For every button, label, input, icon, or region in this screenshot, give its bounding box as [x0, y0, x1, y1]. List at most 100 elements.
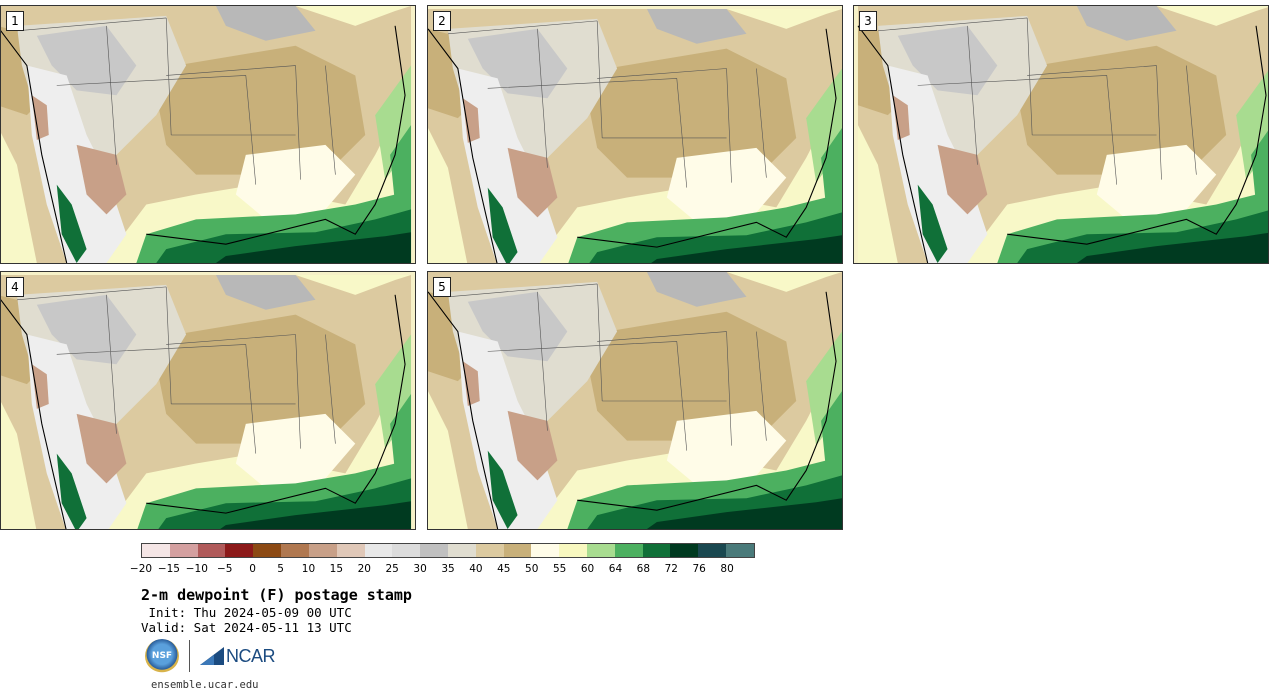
dewpoint-region: [390, 125, 412, 205]
dewpoint-region: [31, 95, 49, 140]
member-label: 1: [6, 11, 24, 31]
dewpoint-region: [507, 147, 558, 218]
dewpoint-region: [467, 291, 568, 362]
dewpoint-region: [646, 272, 747, 307]
colorbar-swatch: [197, 544, 226, 557]
dewpoint-region: [507, 410, 558, 481]
map-layers: [1, 274, 412, 529]
dewpoint-region: [220, 501, 412, 529]
dewpoint-region: [462, 361, 480, 406]
colorbar-tick: 64: [608, 563, 623, 575]
colorbar-swatch: [169, 544, 198, 557]
colorbar-swatch: [614, 544, 643, 557]
dewpoint-region: [235, 144, 356, 220]
ensemble-map-panel-1: 1: [0, 5, 416, 264]
dewpoint-region: [36, 294, 137, 365]
member-label: 2: [433, 11, 451, 31]
dewpoint-region: [892, 95, 910, 140]
map-layers: [428, 8, 842, 263]
colorbar-swatch: [670, 544, 699, 557]
dewpoint-map: [857, 6, 1268, 263]
colorbar-swatch: [503, 544, 532, 557]
colorbar-tick: 15: [329, 563, 344, 575]
dewpoint-region: [587, 48, 797, 178]
ncar-logo: NCAR: [200, 645, 276, 667]
colorbar-tick: −20: [129, 563, 153, 575]
dewpoint-region: [897, 25, 998, 96]
dewpoint-map: [1, 6, 412, 263]
dewpoint-region: [156, 45, 366, 175]
colorbar-tick: 72: [664, 563, 678, 575]
colorbar-tick: 30: [413, 563, 427, 575]
member-label: 5: [433, 277, 451, 297]
colorbar-swatch: [225, 544, 254, 557]
dewpoint-colorbar: [141, 543, 755, 558]
state-borders: [877, 17, 1197, 185]
colorbar-swatch: [698, 544, 727, 557]
ensemble-map-panel-3: 3: [853, 5, 1269, 264]
dewpoint-region: [56, 184, 87, 263]
colorbar-swatch: [142, 544, 170, 557]
nsf-logo-text: NSF: [151, 651, 173, 661]
dewpoint-region: [76, 413, 127, 484]
colorbar-tick-labels: −20 −15 −10 −5 0 5 10 15 20 25 30 35 40 45 50 55 60 64 68 7…: [130, 563, 755, 577]
colorbar-tick: −10: [185, 563, 208, 575]
colorbar-tick: 20: [357, 563, 371, 575]
dewpoint-region: [26, 334, 127, 529]
coastline: [428, 291, 837, 529]
ncar-mark-icon: [200, 647, 224, 665]
ensemble-map-panel-2: 2: [427, 5, 843, 264]
dewpoint-region: [587, 311, 797, 441]
dewpoint-region: [651, 235, 842, 263]
colorbar-tick: 5: [277, 563, 284, 575]
colorbar-swatch: [475, 544, 504, 557]
coastline: [1, 25, 406, 263]
member-label: 4: [6, 277, 24, 297]
state-borders: [447, 283, 767, 451]
nsf-logo: NSF: [145, 639, 179, 673]
map-layers: [1, 6, 412, 263]
state-borders: [16, 17, 336, 185]
dewpoint-region: [821, 391, 842, 471]
dewpoint-region: [646, 498, 842, 529]
dewpoint-region: [156, 314, 366, 444]
dewpoint-region: [937, 144, 988, 215]
colorbar-swatch: [364, 544, 393, 557]
colorbar-tick: 25: [385, 563, 399, 575]
colorbar-swatch: [726, 544, 754, 557]
colorbar-tick: 0: [249, 563, 256, 575]
dewpoint-region: [1017, 45, 1227, 175]
member-label: 3: [859, 11, 877, 31]
colorbar-swatch: [281, 544, 309, 557]
dewpoint-region: [821, 128, 842, 208]
colorbar-tick: 10: [301, 563, 316, 575]
dewpoint-map: [428, 8, 842, 263]
colorbar-tick: −5: [216, 563, 233, 575]
dewpoint-region: [887, 65, 988, 263]
dewpoint-region: [646, 8, 747, 44]
map-layers: [857, 6, 1268, 263]
dewpoint-region: [487, 450, 518, 529]
colorbar-swatch: [308, 544, 337, 557]
colorbar-tick: 76: [692, 563, 706, 575]
dewpoint-region: [487, 187, 518, 263]
dewpoint-region: [917, 184, 948, 263]
dewpoint-region: [1251, 130, 1268, 205]
dewpoint-region: [1096, 144, 1217, 220]
colorbar-swatch: [420, 544, 448, 557]
dewpoint-region: [390, 394, 412, 474]
colorbar-tick: 55: [552, 563, 567, 575]
state-borders: [447, 20, 767, 188]
colorbar-swatch: [447, 544, 476, 557]
colorbar-tick: 60: [580, 563, 595, 575]
dewpoint-region: [76, 144, 127, 215]
colorbar-tick: 80: [720, 563, 734, 575]
coastline: [857, 25, 1267, 263]
dewpoint-region: [462, 98, 480, 143]
dewpoint-region: [215, 274, 316, 310]
ncar-logo-text: NCAR: [226, 645, 276, 666]
colorbar-tick: 68: [636, 563, 651, 575]
colorbar-tick: 45: [497, 563, 511, 575]
valid-time: Valid: Sat 2024-05-11 13 UTC: [141, 620, 352, 635]
dewpoint-region: [215, 232, 412, 263]
